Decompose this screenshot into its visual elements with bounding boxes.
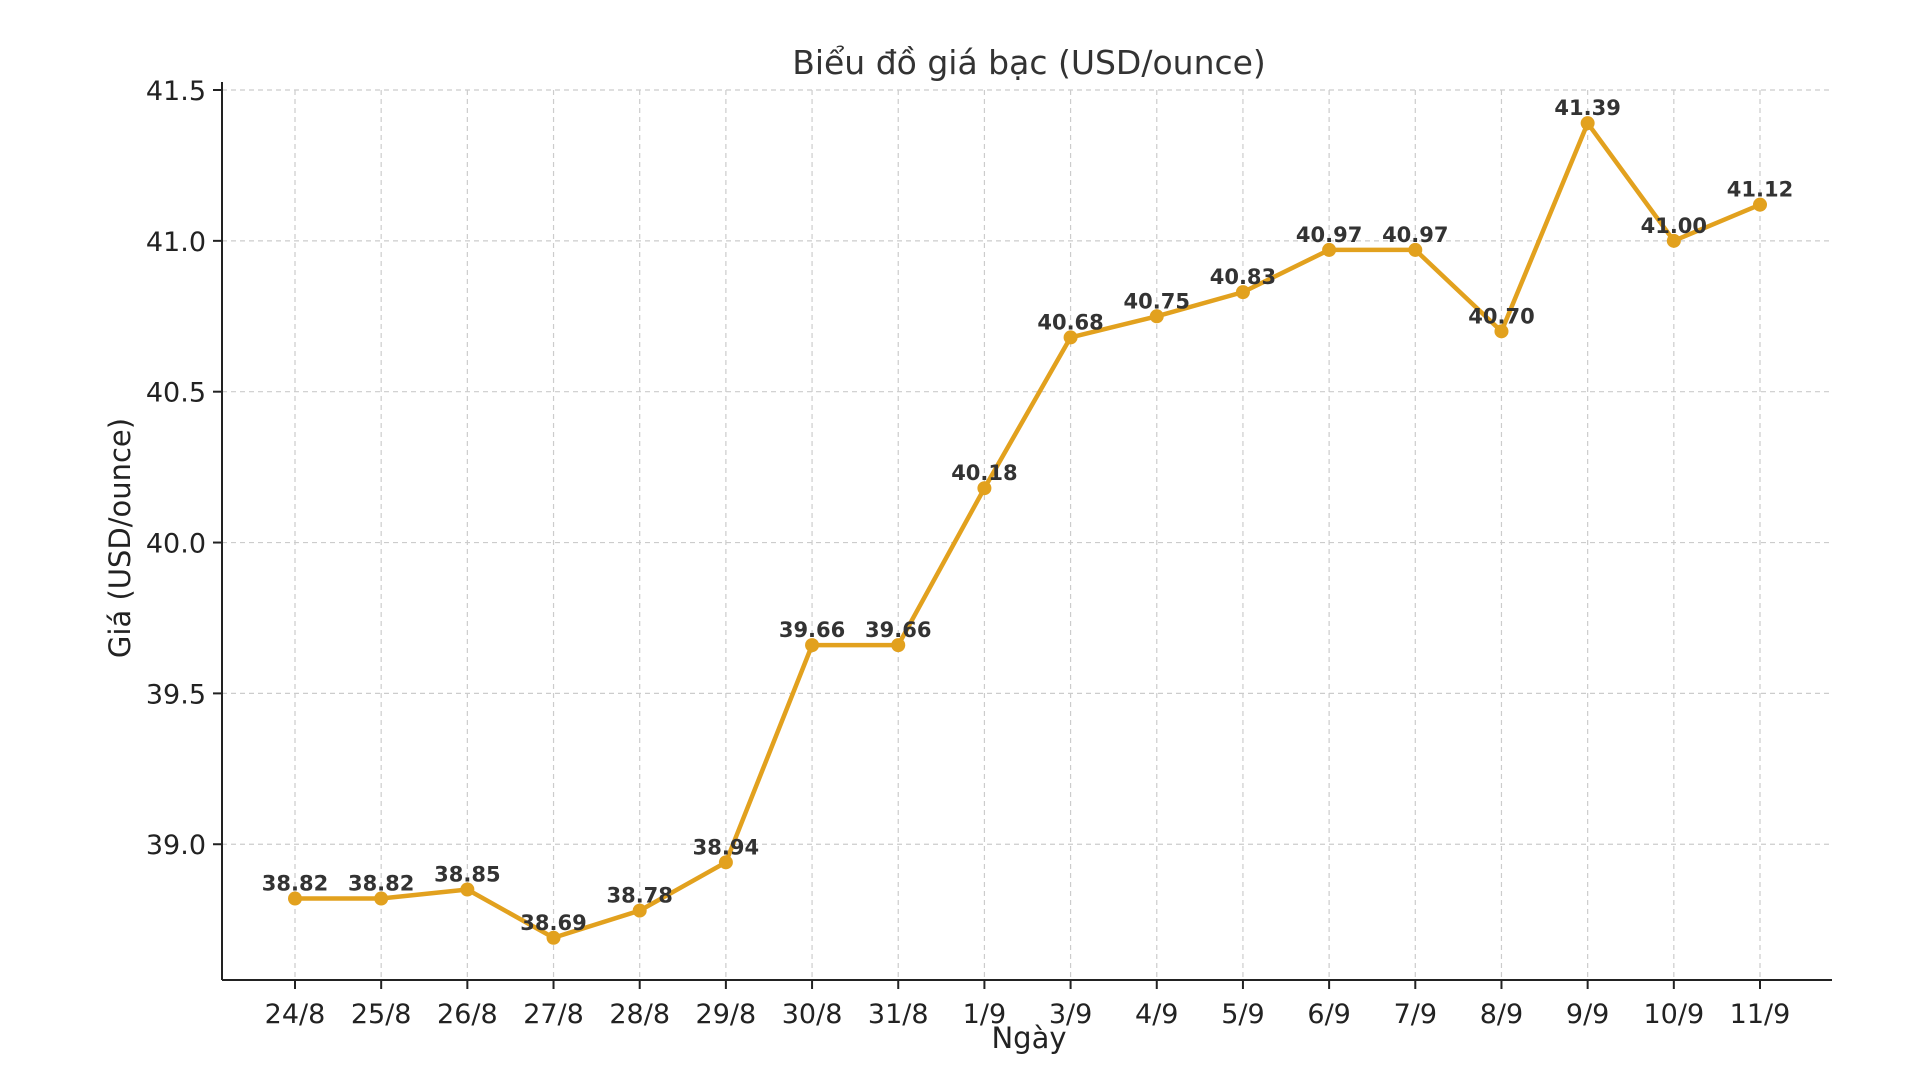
x-axis-ticks: 24/8 25/8 26/8 27/8 28/8 29/8 30/8 31/8 1/9 3/9 4/…	[265, 980, 1791, 1030]
y-tick-label: 39.0	[146, 830, 206, 861]
grid-lines	[222, 89, 1832, 980]
x-tick-label: 28/8	[609, 999, 670, 1030]
series-line-segment	[1413, 247, 1504, 334]
x-tick-label: 25/8	[351, 999, 412, 1030]
data-label: 40.83	[1210, 265, 1276, 289]
series-line-segment	[378, 887, 470, 901]
x-tick-label: 3/9	[1049, 999, 1092, 1030]
data-label: 40.97	[1296, 223, 1362, 247]
y-tick-label: 40.5	[146, 378, 206, 409]
y-tick-label: 39.5	[146, 679, 206, 710]
y-axis-ticks: 39.0 39.5 40.0 40.5 41.0 41.5	[146, 76, 222, 861]
x-tick-label: 7/9	[1394, 999, 1437, 1030]
x-tick-label: 24/8	[265, 999, 326, 1030]
data-label: 41.12	[1727, 178, 1793, 202]
data-point	[891, 638, 906, 653]
x-tick-label: 6/9	[1307, 999, 1350, 1030]
data-label: 38.94	[693, 835, 759, 859]
series-line-segment	[1154, 289, 1246, 319]
data-label: 40.68	[1037, 310, 1103, 334]
y-axis-title: Giá (USD/ounce)	[103, 418, 137, 658]
y-tick-label: 41.5	[146, 76, 206, 107]
axes	[221, 82, 1832, 981]
data-point	[1408, 242, 1423, 257]
x-axis-title: Ngày	[991, 1021, 1066, 1055]
x-tick-label: 26/8	[437, 999, 498, 1030]
data-labels: 38.82 38.82 38.85 38.69 38.78 38.94 39.66 39.66…	[262, 96, 1793, 935]
y-tick-label: 41.0	[146, 227, 206, 258]
data-label: 38.82	[348, 872, 414, 896]
y-tick-label: 40.0	[146, 529, 206, 560]
data-point	[1063, 330, 1078, 345]
series-line-segment	[465, 887, 556, 941]
x-tick-label: 30/8	[782, 999, 843, 1030]
data-label: 39.66	[779, 618, 845, 642]
series-line-segment	[982, 335, 1073, 491]
series-line-segment	[1499, 120, 1590, 334]
data-point	[1666, 233, 1681, 248]
data-point	[718, 855, 733, 870]
data-label: 38.82	[262, 872, 328, 896]
data-point	[546, 930, 561, 945]
chart-title: Biểu đồ giá bạc (USD/ounce)	[792, 43, 1266, 82]
x-tick-label: 10/9	[1644, 999, 1705, 1030]
data-point	[1753, 197, 1767, 212]
series-line-segment	[1671, 202, 1763, 244]
series-line-segment	[1585, 120, 1677, 244]
series-line-segment	[1068, 314, 1160, 340]
series-line-segment	[1240, 247, 1332, 295]
data-label: 38.78	[606, 884, 672, 908]
data-label: 41.00	[1641, 214, 1707, 238]
data-point	[460, 882, 475, 897]
data-label: 40.70	[1468, 304, 1534, 328]
data-point	[1235, 285, 1250, 300]
x-tick-label: 8/9	[1480, 999, 1523, 1030]
data-point	[1149, 309, 1164, 324]
data-label: 39.66	[865, 618, 931, 642]
series-line-segment	[895, 485, 987, 648]
x-tick-label: 31/8	[868, 999, 929, 1030]
x-tick-label: 5/9	[1221, 999, 1264, 1030]
data-label: 38.69	[520, 911, 586, 935]
data-label: 40.97	[1382, 223, 1448, 247]
data-label: 38.85	[434, 862, 500, 886]
series-line-segment	[551, 908, 642, 941]
data-point	[632, 903, 647, 918]
data-point	[977, 481, 992, 496]
x-tick-label: 29/8	[696, 999, 757, 1030]
series-line-segment	[723, 642, 815, 865]
data-label: 40.18	[951, 461, 1017, 485]
data-point	[805, 638, 820, 653]
data-label: 40.75	[1124, 289, 1190, 313]
series-line-segment	[637, 860, 729, 913]
data-points	[288, 116, 1767, 945]
data-point	[1494, 324, 1509, 339]
data-point	[288, 891, 302, 906]
x-tick-label: 1/9	[963, 999, 1006, 1030]
data-point	[1322, 242, 1337, 257]
x-tick-label: 9/9	[1566, 999, 1609, 1030]
x-tick-label: 11/9	[1730, 999, 1791, 1030]
data-label: 41.39	[1554, 96, 1620, 120]
series-line-layer	[292, 120, 1763, 941]
x-tick-label: 27/8	[523, 999, 584, 1030]
data-point	[374, 891, 389, 906]
x-tick-label: 4/9	[1135, 999, 1178, 1030]
data-point	[1580, 116, 1595, 131]
